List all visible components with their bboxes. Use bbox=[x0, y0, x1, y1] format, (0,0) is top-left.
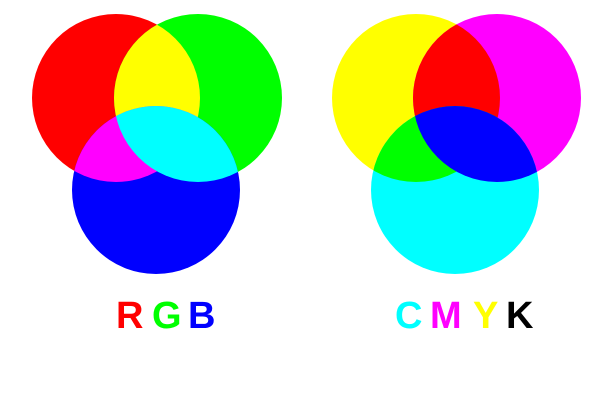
rgb-letter-r: R bbox=[116, 295, 144, 337]
rgb-cyan-overlap bbox=[114, 106, 240, 182]
rgb-letter-g: G bbox=[152, 295, 182, 337]
cmyk-letter-y: Y bbox=[473, 295, 499, 337]
cmyk-letter-c: C bbox=[395, 295, 423, 337]
cmyk-blue-overlap bbox=[413, 106, 539, 182]
cmyk-diagram bbox=[332, 14, 581, 274]
cmyk-letter-k: K bbox=[506, 295, 534, 337]
cmyk-letter-m: M bbox=[430, 295, 462, 337]
rgb-letter-b: B bbox=[188, 295, 216, 337]
rgb-diagram bbox=[32, 14, 282, 274]
